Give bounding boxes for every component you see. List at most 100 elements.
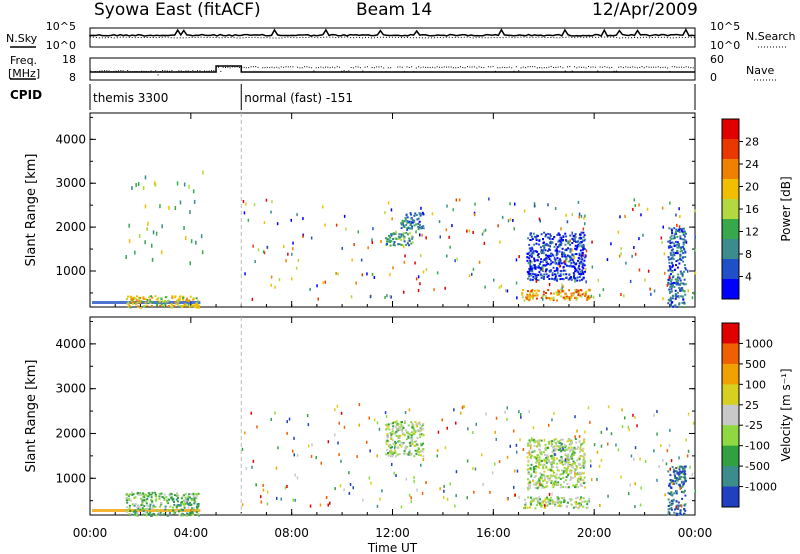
power-echo-cell — [532, 250, 535, 253]
power-echo-cell — [562, 278, 565, 281]
power-echo-cell — [574, 237, 577, 240]
velocity-echo-cell — [150, 493, 153, 496]
velocity-echo-cell — [172, 512, 175, 515]
velocity-echo-cell — [578, 440, 581, 443]
velocity-echo-cell — [677, 513, 680, 515]
velocity-echo-cell — [583, 476, 586, 479]
power-echo-cell — [588, 296, 591, 299]
velocity-echo-cell — [527, 471, 530, 474]
velocity-echo-cell — [146, 498, 149, 500]
power-echo-cell — [403, 245, 405, 249]
velocity-echo-cell — [548, 477, 551, 480]
power-echo-cell — [530, 291, 533, 293]
power-echo-cell — [633, 198, 635, 202]
power-echo-cell — [549, 259, 552, 262]
power-echo-cell — [574, 247, 577, 250]
power-echo-cell — [667, 269, 670, 272]
power-echo-cell — [151, 296, 154, 299]
velocity-echo-cell — [566, 469, 569, 472]
power-echo-cell — [557, 233, 560, 236]
velocity-echo-cell — [406, 431, 408, 434]
velocity-echo-cell — [640, 486, 642, 490]
power-echo-cell — [528, 299, 531, 302]
power-echo-cell — [188, 299, 191, 302]
power-echo-cell — [668, 274, 671, 277]
power-echo-cell — [667, 302, 670, 305]
velocity-echo-cell — [467, 427, 469, 431]
velocity-echo-cell — [671, 493, 674, 496]
power-echo-cell — [559, 258, 561, 261]
velocity-echo-cell — [158, 497, 161, 500]
power-echo-cell — [582, 227, 585, 231]
velocity-echo-cell — [391, 451, 394, 454]
power-echo-cell — [566, 220, 569, 224]
velocity-echo-cell — [179, 504, 182, 507]
velocity-echo-cell — [495, 416, 498, 420]
velocity-echo-cell — [183, 494, 185, 497]
velocity-echo-cell — [596, 450, 599, 454]
power-echo-cell — [670, 287, 673, 290]
velocity-echo-cell — [188, 512, 191, 515]
power-echo-cell — [540, 274, 543, 277]
power-echo-cell — [559, 273, 562, 276]
velocity-echo-cell — [569, 457, 572, 460]
velocity-echo-cell — [466, 496, 468, 500]
power-echo-cell — [125, 255, 127, 259]
power-echo-cell — [183, 182, 186, 187]
power-echo-cell — [625, 261, 627, 265]
velocity-echo-cell — [381, 489, 383, 493]
power-echo-cell — [579, 294, 582, 297]
velocity-echo-cell — [529, 457, 532, 460]
velocity-echo-cell — [679, 485, 682, 488]
velocity-echo-cell — [454, 504, 456, 508]
velocity-echo-cell — [551, 492, 553, 496]
velocity-echo-cell — [181, 512, 184, 515]
power-echo-cell — [569, 239, 571, 243]
power-echo-cell — [406, 220, 409, 222]
power-echo-cell — [669, 266, 672, 269]
velocity-echo-cell — [558, 448, 560, 451]
velocity-echo-cell — [384, 411, 387, 415]
power-echo-cell — [556, 279, 558, 282]
velocity-echo-cell — [527, 459, 530, 462]
power-echo-cell — [387, 201, 390, 205]
velocity-echo-cell — [411, 443, 414, 446]
velocity-echo-cell — [570, 469, 573, 472]
velocity-echo-cell — [530, 454, 533, 457]
velocity-ytick-label: 1000 — [55, 471, 86, 485]
power-echo-cell — [532, 252, 535, 255]
velocity-echo-cell — [334, 408, 336, 412]
velocity-echo-cell — [553, 412, 555, 415]
velocity-echo-cell — [567, 453, 570, 456]
velocity-echo-cell — [668, 501, 671, 504]
velocity-echo-cell — [568, 439, 571, 442]
velocity-echo-cell — [557, 484, 560, 486]
velocity-echo-cell — [568, 438, 571, 441]
velocity-echo-cell — [252, 459, 255, 463]
velocity-echo-cell — [684, 479, 687, 482]
velocity-echo-cell — [537, 443, 539, 447]
velocity-echo-cell — [188, 504, 191, 507]
power-echo-cell — [413, 220, 416, 223]
power-echo-cell — [675, 278, 678, 281]
velocity-echo-cell — [255, 483, 257, 487]
power-echo-cell — [540, 277, 543, 279]
power-echo-cell — [526, 296, 529, 299]
power-echo-cell — [676, 223, 678, 227]
power-echo-cell — [405, 243, 408, 246]
power-echo-cell — [530, 295, 533, 298]
power-ytick-label: 4000 — [55, 132, 86, 146]
power-echo-cell — [350, 295, 353, 299]
power-echo-cell — [554, 275, 557, 278]
velocity-echo-cell — [575, 497, 578, 500]
power-echo-cell — [509, 202, 511, 206]
power-scatter-region-3 — [400, 211, 425, 231]
power-echo-cell — [683, 248, 686, 251]
velocity-echo-cell — [181, 500, 183, 503]
power-echo-cell — [670, 237, 673, 240]
power-echo-cell — [676, 250, 679, 252]
velocity-echo-cell — [466, 459, 469, 463]
power-echo-cell — [409, 227, 411, 230]
velocity-echo-cell — [684, 513, 686, 516]
velocity-echo-cell — [176, 492, 179, 495]
